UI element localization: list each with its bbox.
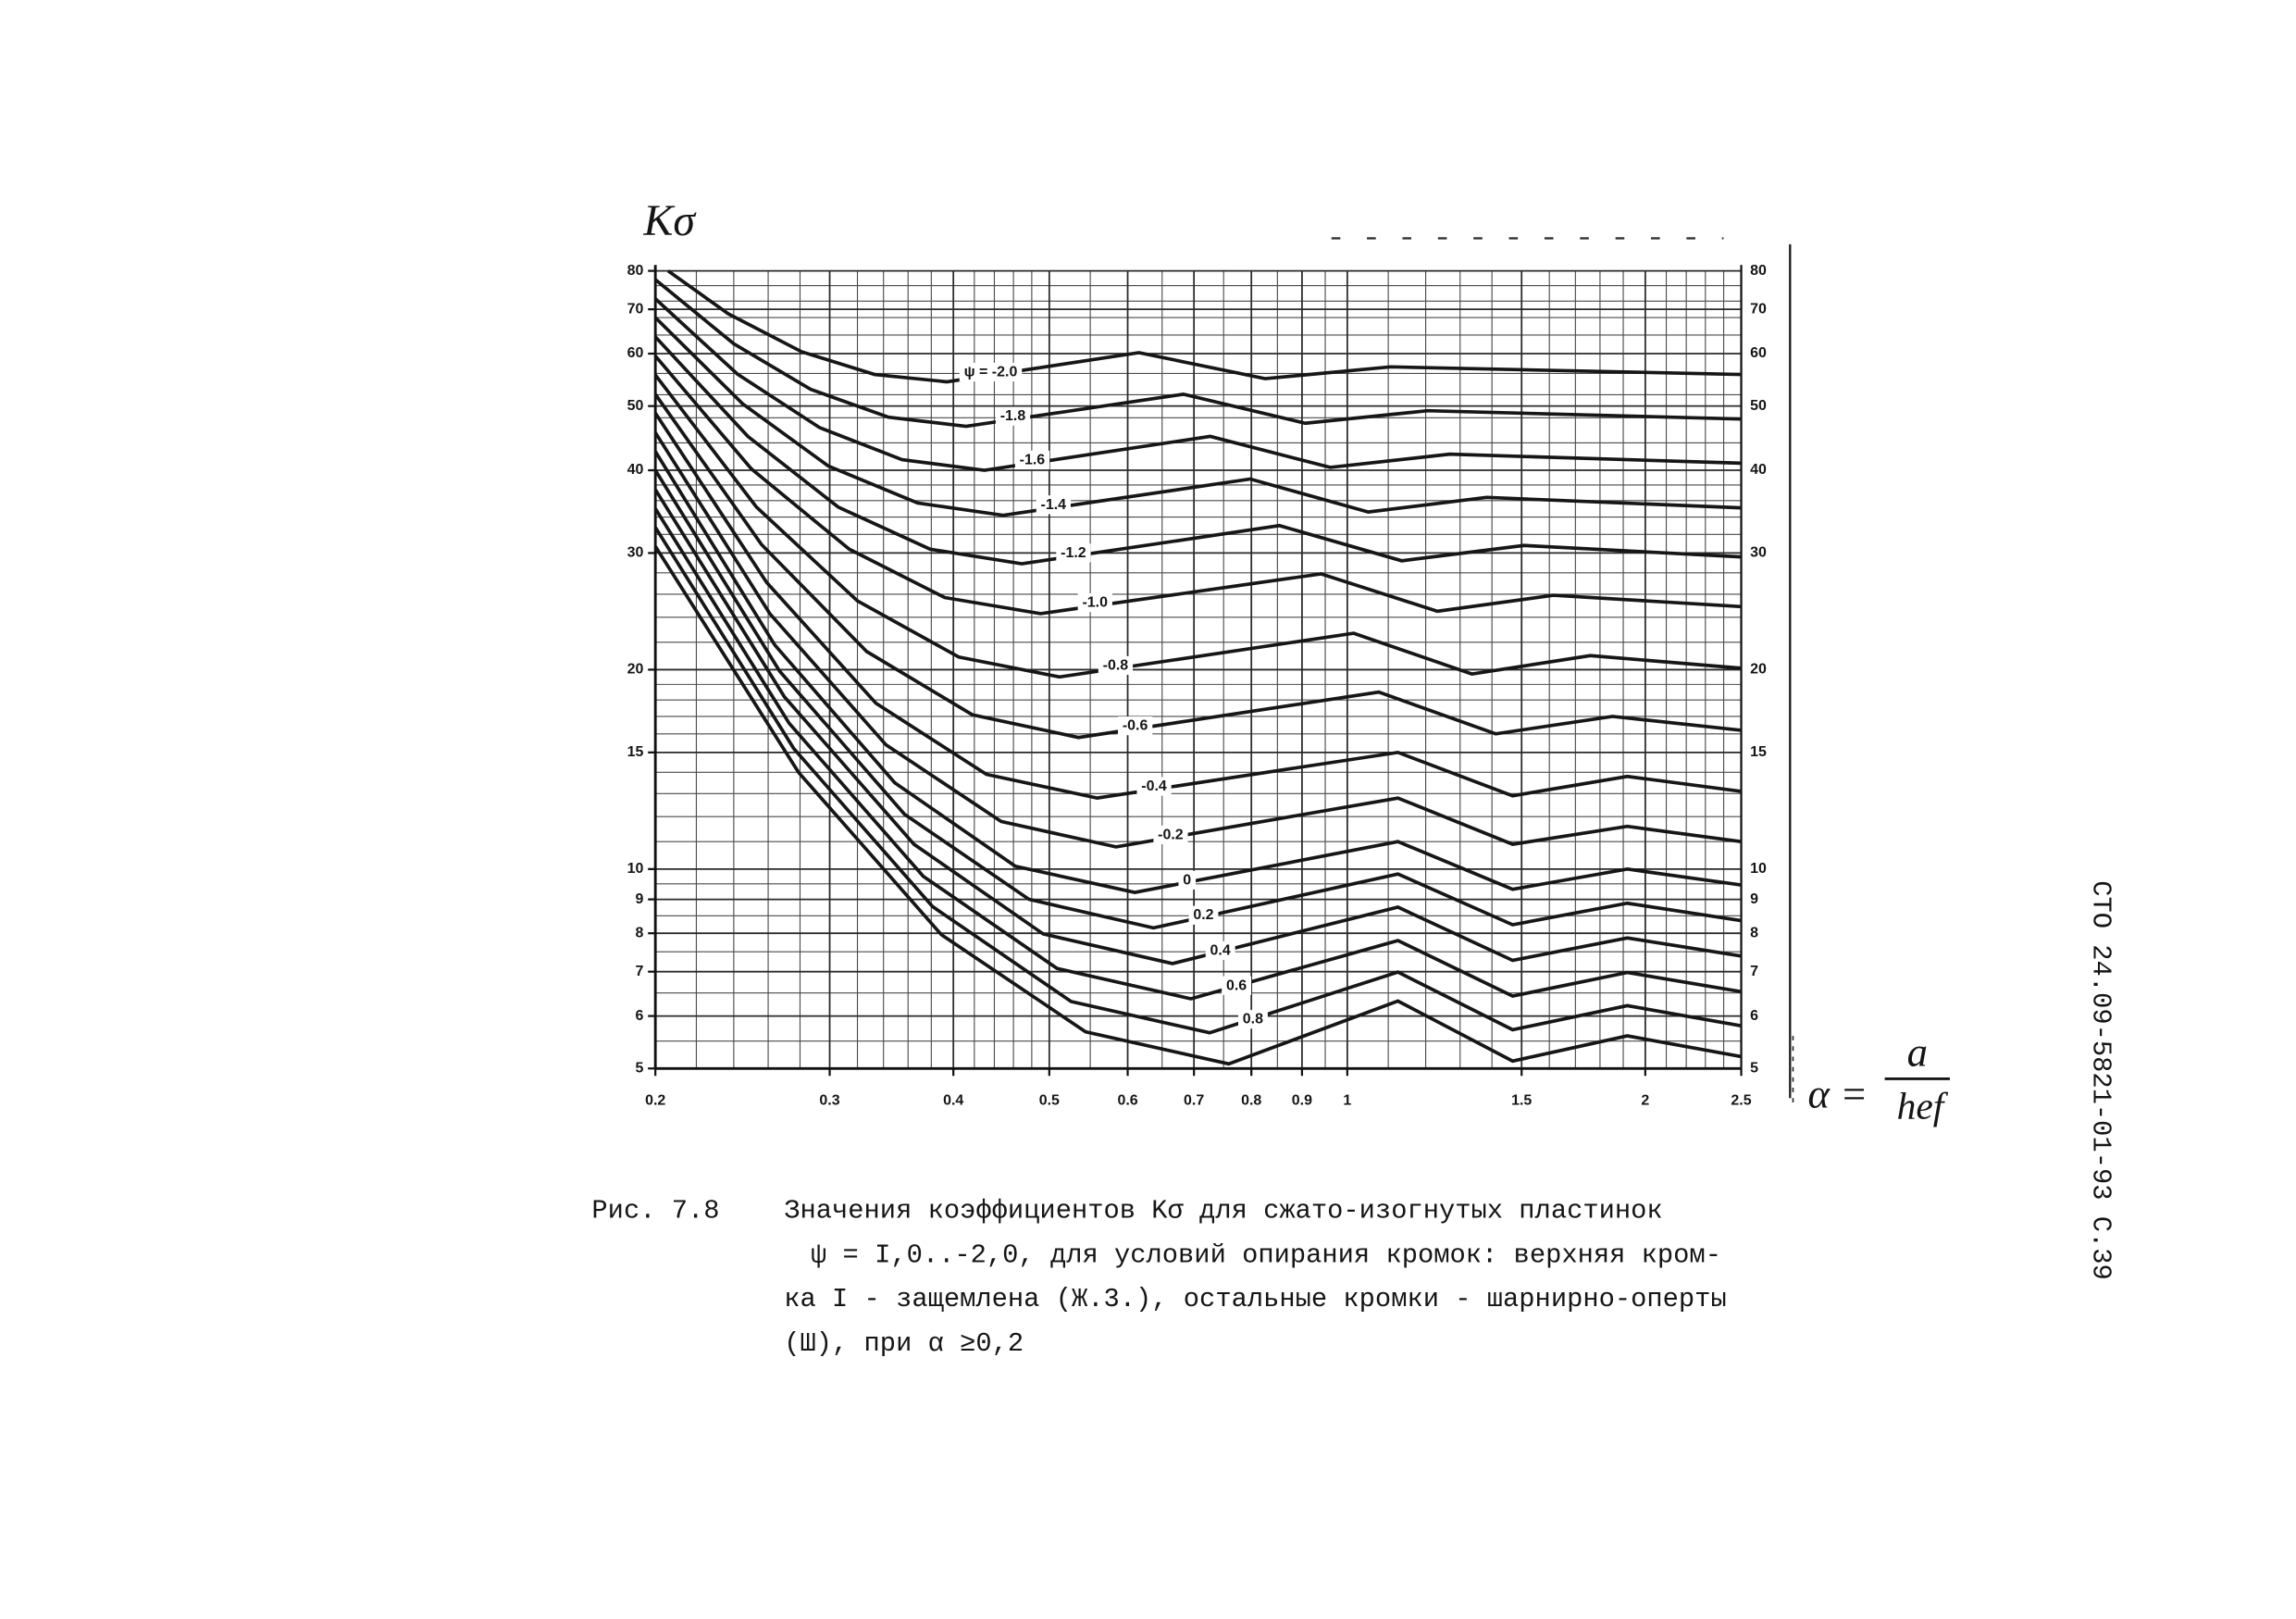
side-label: СТО 24.09-5821-01-93 С.39 — [2085, 880, 2116, 1280]
x-tick-label: 0.2 — [645, 1093, 665, 1109]
y-tick-label: 6 — [635, 1008, 643, 1024]
y-tick-label: 15 — [627, 744, 644, 760]
series-label: -0.2 — [1158, 827, 1184, 842]
curve — [653, 450, 1742, 894]
label-bg — [1098, 655, 1134, 676]
series-label: -1.0 — [1082, 595, 1108, 611]
curve — [653, 374, 1742, 679]
series-label: -0.6 — [1123, 718, 1148, 734]
curve — [653, 355, 1742, 616]
series-label: 0.8 — [1243, 1012, 1263, 1027]
y-axis-label: Kσ — [642, 196, 697, 245]
series-label: 0.4 — [1210, 942, 1231, 958]
x-tick-label: 0.8 — [1241, 1093, 1261, 1109]
y-tick-label: 80 — [627, 263, 644, 279]
series-label: 0 — [1183, 872, 1191, 888]
series-label: 0.6 — [1226, 978, 1247, 993]
label-bg — [1077, 592, 1112, 613]
caption-line: ка I - защемлена (Ж.3.), остальные кромк… — [784, 1284, 1726, 1314]
label-bg — [1056, 543, 1091, 563]
x-tick-label: 0.9 — [1292, 1093, 1312, 1109]
y-tick-label-right: 70 — [1750, 301, 1767, 317]
label-bg — [1188, 905, 1219, 925]
y-tick-label-right: 9 — [1750, 891, 1758, 907]
x-axis-numerator: a — [1907, 1029, 1928, 1076]
x-tick-label: 0.3 — [819, 1093, 839, 1109]
label-bg — [1205, 940, 1235, 961]
series-label: 0.2 — [1193, 907, 1213, 923]
y-tick-label: 9 — [635, 891, 643, 907]
x-tick-label: 2 — [1641, 1093, 1649, 1109]
y-tick-label: 50 — [627, 398, 644, 414]
y-tick-label: 20 — [627, 662, 644, 678]
x-tick-label: 1 — [1343, 1093, 1351, 1109]
curve — [653, 297, 1742, 472]
y-tick-label-right: 80 — [1750, 263, 1767, 279]
caption-line: (Ш), при α ≥0,2 — [784, 1328, 1024, 1359]
series-label: -1.6 — [1020, 452, 1046, 467]
y-tick-label: 8 — [635, 925, 643, 940]
series-label: -0.4 — [1141, 778, 1167, 794]
y-tick-label: 30 — [627, 545, 644, 561]
x-axis-denominator: hef — [1897, 1085, 1949, 1127]
x-axis-symbol: α = — [1807, 1070, 1868, 1116]
figure-number: Рис. 7.8 — [591, 1195, 719, 1226]
label-bg — [1222, 976, 1252, 995]
curve — [653, 507, 1742, 1001]
y-tick-label-right: 6 — [1750, 1008, 1758, 1024]
x-tick-label: 0.6 — [1117, 1093, 1137, 1109]
y-tick-label-right: 20 — [1750, 662, 1767, 678]
curve — [654, 278, 1742, 429]
y-tick-label-right: 5 — [1750, 1060, 1758, 1076]
curve — [653, 335, 1742, 566]
y-tick-label-right: 10 — [1750, 861, 1767, 877]
y-tick-label-right: 60 — [1750, 345, 1767, 361]
curve — [653, 545, 1742, 1066]
series-label: -1.8 — [1000, 408, 1026, 424]
series-label: ψ = -2.0 — [964, 365, 1018, 380]
curve — [666, 269, 1742, 384]
x-tick-label: 0.5 — [1039, 1093, 1060, 1109]
x-tick-label: 1.5 — [1511, 1093, 1532, 1109]
y-tick-label: 70 — [627, 301, 644, 317]
curve — [653, 431, 1742, 849]
label-bg — [1014, 450, 1050, 470]
y-tick-label: 60 — [627, 345, 644, 361]
caption-line: ψ = I,0..-2,0, для условий опирания кром… — [811, 1239, 1721, 1270]
y-tick-label-right: 8 — [1750, 925, 1758, 940]
x-tick-label: 0.7 — [1184, 1093, 1204, 1109]
label-bg — [1153, 825, 1188, 845]
label-bg — [959, 362, 1023, 382]
y-tick-label-right: 30 — [1750, 545, 1767, 561]
series-label: -1.2 — [1061, 545, 1086, 561]
label-bg — [1118, 716, 1153, 736]
y-tick-label: 5 — [635, 1060, 643, 1076]
caption-line: Значения коэффициентов Kσ для сжато-изог… — [784, 1195, 1662, 1226]
y-tick-label-right: 50 — [1750, 398, 1767, 414]
label-bg — [1136, 777, 1172, 796]
label-bg — [1178, 870, 1197, 890]
y-tick-label-right: 7 — [1750, 964, 1758, 979]
curve — [653, 469, 1742, 930]
y-tick-label: 10 — [627, 861, 644, 877]
y-tick-label: 40 — [627, 462, 644, 478]
curve — [653, 412, 1742, 800]
curve — [653, 488, 1742, 965]
y-tick-label: 7 — [635, 964, 643, 979]
y-tick-label-right: 40 — [1750, 462, 1767, 478]
series-label: -1.4 — [1041, 497, 1067, 513]
curve — [653, 316, 1742, 517]
curve — [653, 392, 1742, 740]
x-tick-label: 2.5 — [1731, 1093, 1751, 1109]
label-bg — [1036, 495, 1071, 515]
series-label: -0.8 — [1103, 657, 1129, 673]
curve — [653, 526, 1742, 1035]
label-bg — [995, 406, 1031, 426]
x-tick-label: 0.4 — [943, 1093, 963, 1109]
label-bg — [1238, 1010, 1268, 1029]
y-tick-label-right: 15 — [1750, 744, 1767, 760]
